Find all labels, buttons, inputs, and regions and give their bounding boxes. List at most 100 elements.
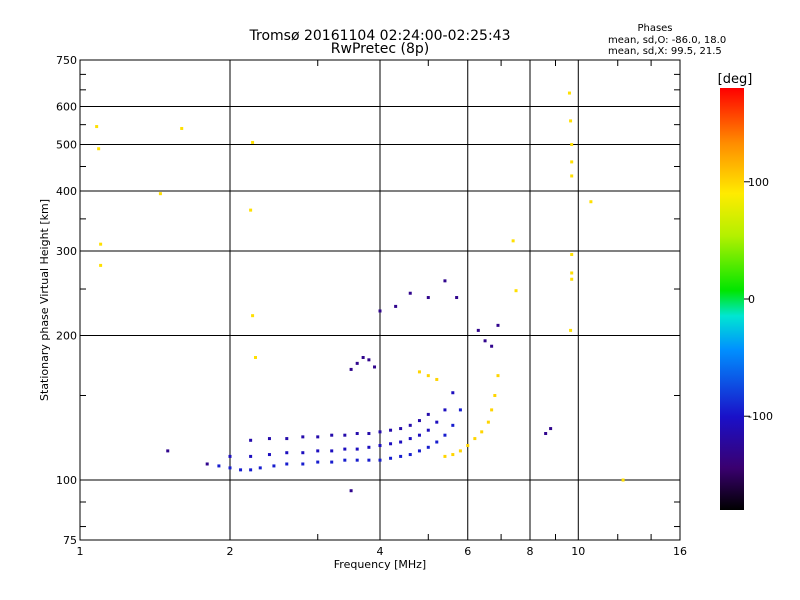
data-points — [95, 91, 625, 493]
data-point — [480, 430, 484, 434]
data-point — [451, 453, 455, 457]
data-point — [408, 291, 412, 295]
data-point — [180, 126, 184, 130]
data-point — [355, 361, 359, 365]
y-tick-label: 400 — [56, 185, 77, 198]
data-point — [458, 408, 462, 412]
data-point — [301, 451, 305, 455]
data-point — [253, 355, 257, 359]
data-point — [316, 460, 320, 464]
chart-subtitle: RwPretec (8p) — [331, 41, 429, 57]
grid — [79, 59, 681, 541]
y-tick-label: 750 — [56, 54, 77, 67]
data-point — [378, 458, 382, 462]
colorbar-ticks: 100 0 -100 — [744, 176, 773, 423]
data-point — [301, 462, 305, 466]
data-point — [496, 374, 500, 378]
x-tick-label: 16 — [673, 545, 687, 558]
data-point — [378, 309, 382, 313]
data-point — [435, 377, 439, 381]
data-point — [451, 423, 455, 427]
data-point — [378, 444, 382, 448]
data-point — [258, 466, 262, 470]
x-tick-label: 1 — [77, 545, 84, 558]
data-point — [570, 277, 574, 281]
data-point — [251, 314, 255, 318]
data-point — [570, 253, 574, 257]
data-point — [621, 478, 625, 482]
data-point — [330, 449, 334, 453]
colorbar-tick-label: 100 — [748, 176, 769, 189]
y-tick-label: 300 — [56, 245, 77, 258]
phases-title: Phases — [637, 23, 672, 34]
data-point — [389, 442, 393, 446]
x-axis-label: Frequency [MHz] — [334, 558, 426, 571]
data-point — [399, 427, 403, 431]
data-point — [490, 408, 494, 412]
data-point — [343, 458, 347, 462]
data-point — [330, 460, 334, 464]
data-point — [267, 453, 271, 457]
x-tick-label: 6 — [464, 545, 471, 558]
data-point — [330, 433, 334, 437]
data-point — [435, 440, 439, 444]
data-point — [228, 466, 232, 470]
data-point — [486, 420, 490, 424]
colorbar — [720, 88, 744, 510]
colorbar-tick-label: 0 — [748, 293, 755, 306]
data-point — [316, 449, 320, 453]
y-axis: 75 100 200 300 400 500 600 750 — [56, 54, 680, 547]
data-point — [570, 160, 574, 164]
data-point — [417, 449, 421, 453]
data-point — [570, 271, 574, 275]
data-point — [408, 437, 412, 441]
data-point — [443, 408, 447, 412]
data-point — [217, 464, 221, 468]
data-point — [426, 445, 430, 449]
data-point — [549, 427, 553, 431]
data-point — [355, 458, 359, 462]
data-point — [267, 437, 271, 441]
y-tick-label: 500 — [56, 139, 77, 152]
data-point — [443, 433, 447, 437]
data-point — [301, 435, 305, 439]
data-point — [544, 432, 548, 436]
colorbar-label: [deg] — [718, 72, 753, 87]
data-point — [426, 296, 430, 300]
data-point — [569, 119, 573, 123]
x-tick-label: 2 — [227, 545, 234, 558]
data-point — [490, 344, 494, 348]
data-point — [589, 200, 593, 204]
data-point — [97, 147, 101, 151]
data-point — [349, 367, 353, 371]
data-point — [394, 304, 398, 308]
data-point — [435, 420, 439, 424]
data-point — [399, 440, 403, 444]
data-point — [367, 432, 371, 436]
data-point — [251, 140, 255, 144]
data-point — [417, 433, 421, 437]
x-axis: 1 2 4 6 8 10 16 — [77, 60, 687, 558]
data-point — [239, 468, 243, 472]
data-point — [361, 355, 365, 359]
data-point — [570, 174, 574, 178]
y-axis-label: Stationary phase Virtual Height [km] — [38, 199, 51, 401]
y-tick-label: 200 — [56, 330, 77, 343]
data-point — [408, 453, 412, 457]
data-point — [399, 454, 403, 458]
data-point — [373, 365, 377, 369]
data-point — [285, 437, 289, 441]
data-point — [367, 445, 371, 449]
data-point — [355, 447, 359, 451]
data-point — [473, 437, 477, 441]
data-point — [567, 91, 571, 95]
data-point — [389, 456, 393, 460]
data-point — [205, 462, 209, 466]
data-point — [451, 391, 455, 395]
data-point — [355, 432, 359, 436]
data-point — [316, 435, 320, 439]
data-point — [158, 192, 162, 196]
data-point — [99, 263, 103, 267]
data-point — [228, 454, 232, 458]
